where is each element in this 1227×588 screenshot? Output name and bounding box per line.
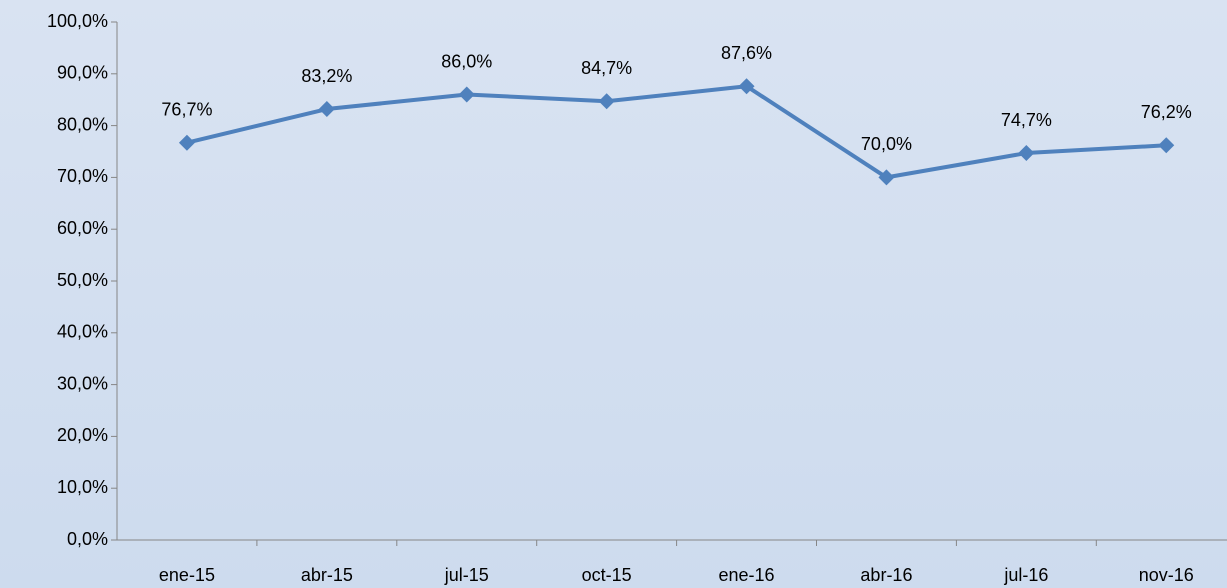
marker xyxy=(598,93,615,110)
y-tick-label: 40,0% xyxy=(57,322,108,342)
series-line xyxy=(186,84,1167,180)
y-tick-label: 100,0% xyxy=(47,11,108,31)
y-tick-label: 50,0% xyxy=(57,270,108,290)
data-label: 74,7% xyxy=(1001,110,1052,130)
marker xyxy=(878,169,895,186)
y-tick-label: 20,0% xyxy=(57,425,108,445)
x-tick-label: jul-15 xyxy=(444,565,489,585)
data-label: 87,6% xyxy=(721,43,772,63)
marker xyxy=(738,78,755,95)
y-tick-label: 70,0% xyxy=(57,166,108,186)
data-label: 70,0% xyxy=(861,134,912,154)
marker xyxy=(318,101,335,118)
data-label: 84,7% xyxy=(581,58,632,78)
y-tick-label: 0,0% xyxy=(67,529,108,549)
x-tick-label: abr-15 xyxy=(301,565,353,585)
x-tick-label: abr-16 xyxy=(860,565,912,585)
data-label: 76,7% xyxy=(161,99,212,119)
marker xyxy=(458,86,475,103)
x-tick-label: ene-15 xyxy=(159,565,215,585)
x-tick-label: ene-16 xyxy=(719,565,775,585)
y-tick-label: 60,0% xyxy=(57,218,108,238)
data-label: 83,2% xyxy=(301,66,352,86)
data-label: 86,0% xyxy=(441,51,492,71)
x-tick-label: jul-16 xyxy=(1003,565,1048,585)
y-tick-label: 30,0% xyxy=(57,373,108,393)
marker xyxy=(1158,137,1175,154)
marker xyxy=(178,134,195,151)
y-tick-label: 90,0% xyxy=(57,63,108,83)
marker xyxy=(1018,145,1035,162)
data-label: 76,2% xyxy=(1141,102,1192,122)
y-tick-label: 10,0% xyxy=(57,477,108,497)
x-tick-label: nov-16 xyxy=(1139,565,1194,585)
x-tick-label: oct-15 xyxy=(582,565,632,585)
y-tick-label: 80,0% xyxy=(57,114,108,134)
